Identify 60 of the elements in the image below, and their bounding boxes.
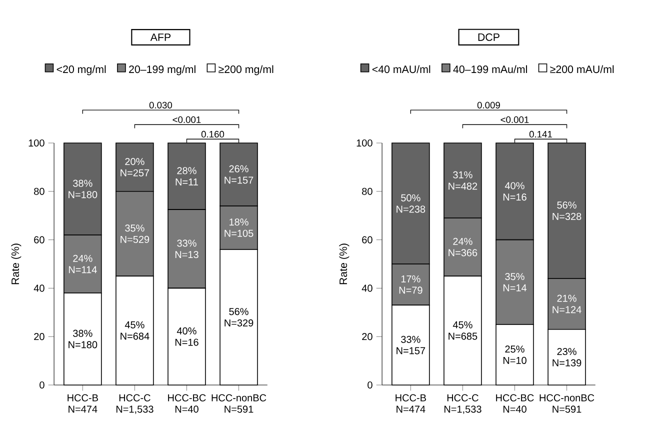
data-label: 20% N=257 [120,158,150,176]
legend-label: ≥200 mg/ml [218,65,274,76]
data-label: 24% N=366 [448,238,478,256]
y-tick-label: 60 [34,236,44,244]
data-label: 17% N=79 [399,275,422,294]
data-label: 23% N=139 [552,348,582,366]
text: 0.141 [529,130,552,138]
y-tick-label: 20 [34,333,44,340]
text: 0.160 [201,130,224,138]
data-label: 38% N=180 [68,180,98,198]
x-tick-label: HCC-B N=474 [396,394,426,413]
x-tick-label: HCC-BC N=40 [496,394,534,413]
data-label: 18% N=105 [224,218,254,237]
x-tick-label: HCC-BC N=40 [168,394,206,413]
x-tick-label: HCC-C N=1,533 [444,394,482,414]
text: 0.030 [149,102,172,108]
data-label: 28% N=11 [176,167,198,186]
data-label: 56% N=328 [552,202,582,220]
x-tick-label: HCC-B N=474 [68,394,98,413]
data-label: 21% N=124 [552,294,582,314]
data-label: 24% N=114 [68,254,97,274]
chart-title: AFP [150,34,171,41]
data-label: 26% N=157 [224,165,254,184]
data-label: 40% N=16 [175,327,198,346]
legend-label: 40–199 mAu/ml [453,65,527,74]
y-tick-label: 40 [362,284,372,292]
legend-label: <40 mAU/ml [372,65,430,74]
chart-title: DCP [478,33,500,41]
legend-label: 20–199 mg/ml [129,65,196,76]
x-tick-label: HCC-nonBC N=591 [212,394,266,413]
y-tick-label: 80 [362,188,372,195]
data-label: 45% N=685 [448,321,478,340]
data-label: 38% N=180 [68,330,98,348]
y-tick-label: 60 [362,236,372,244]
y-tick-label: 40 [34,284,44,292]
data-label: 35% N=14 [503,272,527,292]
y-axis-title: Rate (%) [339,244,350,284]
data-label: 31% N=482 [448,171,478,190]
legend-label: ≥200 mAU/ml [550,65,614,74]
y-tick-label: 20 [362,333,372,340]
data-label: 45% N=684 [120,321,150,340]
y-tick-label: 80 [34,188,44,195]
y-tick-label: 100 [28,139,44,147]
text: <0.001 [500,116,529,123]
text: <0.001 [172,116,201,123]
y-tick-label: 0 [368,381,372,389]
y-axis-title: Rate (%) [11,244,22,284]
data-label: 35% N=529 [120,224,150,243]
data-label: 40% N=16 [503,182,526,201]
x-tick-label: HCC-C N=1,533 [116,394,154,414]
data-label: 33% N=13 [175,240,198,258]
data-label: 50% N=238 [396,194,426,213]
data-label: 56% N=329 [224,308,254,326]
y-tick-label: 0 [40,381,44,389]
y-tick-label: 100 [356,139,372,147]
legend-label: <20 mg/ml [56,65,106,76]
x-tick-label: HCC-nonBC N=591 [540,394,594,413]
data-label: 25% N=10 [503,346,526,364]
text: 0.009 [477,102,500,108]
data-label: 33% N=157 [396,336,426,354]
